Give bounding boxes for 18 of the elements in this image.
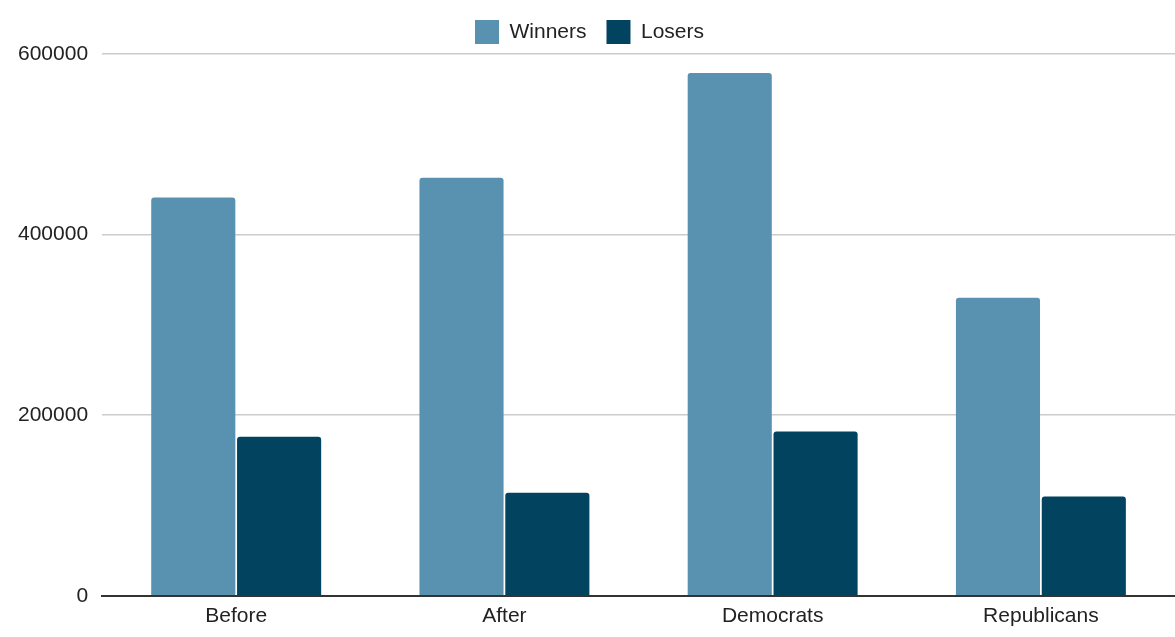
y-tick-label: 0 <box>76 582 89 606</box>
bar <box>687 72 772 596</box>
bar <box>505 492 590 596</box>
y-tick-label: 600000 <box>18 40 89 64</box>
bar <box>151 197 236 596</box>
bar <box>1041 496 1126 596</box>
x-tick-label: Republicans <box>983 603 1099 627</box>
y-tick-label: 400000 <box>18 221 89 245</box>
bar <box>237 436 322 596</box>
x-tick-label: After <box>482 603 527 627</box>
bar <box>955 297 1041 596</box>
x-tick-label: Democrats <box>721 603 824 627</box>
x-tick-label: Before <box>205 603 268 627</box>
legend-label: Winners <box>509 18 587 42</box>
bar <box>773 431 858 596</box>
bar <box>419 177 504 596</box>
y-tick-label: 200000 <box>18 402 89 425</box>
legend-label: Losers <box>640 18 705 42</box>
